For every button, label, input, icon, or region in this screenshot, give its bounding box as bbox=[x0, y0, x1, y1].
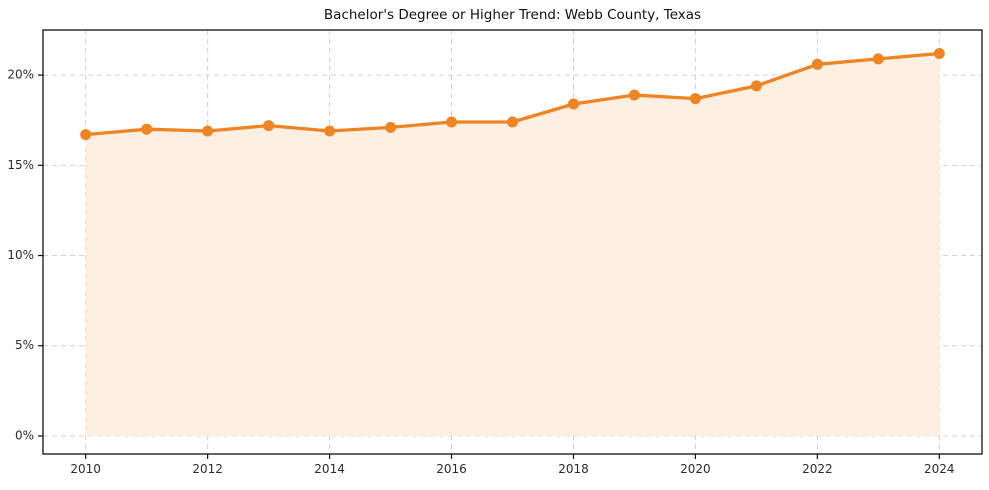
x-tick-label-2010: 2010 bbox=[70, 462, 101, 476]
x-tick-label-2012: 2012 bbox=[192, 462, 223, 476]
data-point-2018 bbox=[568, 98, 579, 110]
y-tick-label-0: 0% bbox=[15, 428, 34, 442]
y-tick-label-10: 10% bbox=[7, 248, 34, 262]
data-point-2012 bbox=[202, 125, 214, 137]
axes-box bbox=[42, 29, 983, 455]
data-point-2014 bbox=[324, 125, 336, 137]
data-point-2010 bbox=[80, 129, 92, 141]
data-point-2017 bbox=[507, 116, 518, 128]
y-tick-label-5: 5% bbox=[15, 338, 34, 352]
data-point-2016 bbox=[446, 116, 457, 128]
x-tick-label-2024: 2024 bbox=[924, 462, 955, 476]
data-point-2013 bbox=[263, 120, 275, 132]
data-point-2022 bbox=[811, 58, 823, 70]
data-point-2020 bbox=[689, 93, 701, 105]
y-tick-label-20: 20% bbox=[7, 68, 34, 82]
x-tick-label-2014: 2014 bbox=[314, 462, 345, 476]
y-tick-label-15: 15% bbox=[7, 158, 34, 172]
data-point-2011 bbox=[141, 123, 153, 135]
chart-title: Bachelor's Degree or Higher Trend: Webb … bbox=[323, 7, 702, 23]
data-point-2023 bbox=[872, 53, 884, 65]
data-point-2019 bbox=[628, 89, 640, 101]
x-tick-label-2018: 2018 bbox=[558, 462, 589, 476]
x-tick-label-2022: 2022 bbox=[802, 462, 833, 476]
data-point-2021 bbox=[750, 80, 762, 92]
trend-area-fill bbox=[85, 53, 940, 436]
x-tick-label-2020: 2020 bbox=[680, 462, 711, 476]
data-point-2015 bbox=[385, 121, 397, 133]
data-point-2024 bbox=[933, 48, 945, 59]
x-tick-label-2016: 2016 bbox=[436, 462, 467, 476]
